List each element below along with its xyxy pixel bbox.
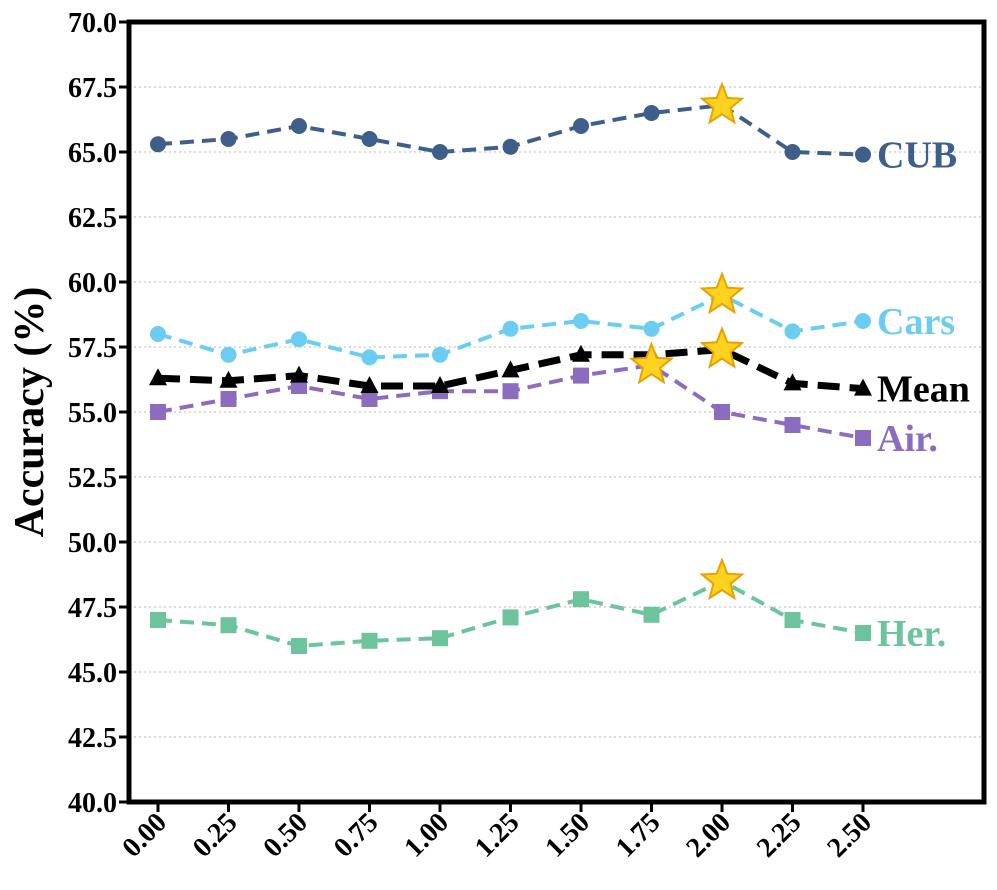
x-tick-label: 0.00	[116, 807, 173, 864]
best-star-mean	[699, 325, 745, 369]
data-point-mean	[501, 360, 520, 378]
data-point-her	[855, 625, 871, 641]
data-point-her	[361, 632, 378, 649]
y-tick-label: 52.5	[68, 463, 117, 494]
data-point-cars	[150, 326, 166, 342]
data-point-cub	[150, 136, 166, 153]
y-tick-label: 70.0	[68, 8, 117, 39]
data-point-cars	[573, 313, 589, 329]
y-tick-label: 42.5	[68, 723, 117, 754]
data-point-air	[150, 404, 166, 420]
data-point-cub	[784, 144, 801, 160]
x-tick-label: 2.50	[821, 807, 878, 864]
x-tick-label: 1.00	[398, 807, 455, 864]
data-point-air	[855, 430, 871, 446]
y-tick-label: 55.0	[68, 398, 117, 429]
y-axis-title: Accuracy (%)	[7, 287, 53, 538]
data-point-cub	[643, 105, 660, 121]
x-tick-label: 0.75	[328, 807, 385, 864]
y-tick-label: 65.0	[68, 138, 117, 169]
x-tick-label: 2.25	[751, 807, 808, 864]
best-star-air	[628, 341, 675, 385]
data-point-cars	[432, 346, 448, 363]
series-label-her: Her.	[877, 613, 946, 655]
data-point-her	[502, 609, 519, 626]
series-label-cub: CUB	[877, 135, 957, 177]
data-point-mean	[854, 378, 872, 396]
data-point-cub	[220, 131, 237, 147]
data-point-mean	[360, 376, 379, 393]
best-star-her	[699, 557, 745, 601]
x-tick-label: 1.50	[539, 807, 596, 864]
data-point-mean	[290, 365, 308, 383]
data-point-her	[220, 617, 237, 634]
data-point-cars	[784, 323, 801, 340]
data-point-cub	[432, 144, 448, 160]
data-point-her	[291, 638, 307, 654]
data-point-cub	[502, 138, 519, 155]
series-layer	[149, 103, 872, 654]
data-point-cars	[855, 313, 871, 329]
data-point-cub	[855, 146, 871, 163]
x-tick-layer: 0.00 0.25 0.50 0.75 1.00 1.25 1.50 1.75 2.00 2.25…	[116, 802, 878, 864]
y-tick-label: 45.0	[68, 658, 117, 689]
data-point-air	[573, 367, 589, 384]
series-label-cars: Cars	[877, 301, 955, 343]
best-star-cars	[699, 271, 745, 315]
data-point-her	[432, 630, 448, 647]
best-star-layer	[628, 81, 745, 601]
data-point-air	[714, 404, 730, 420]
data-point-mean	[149, 368, 167, 386]
data-point-mean	[572, 344, 590, 362]
data-point-air	[784, 417, 801, 433]
y-tick-layer: 40.0 42.5 45.0 47.5 50.0 52.5 55.0 57.5 60.0 62.5…	[68, 8, 129, 819]
data-point-cars	[220, 346, 237, 363]
y-tick-label: 40.0	[68, 788, 117, 819]
x-tick-label: 0.50	[257, 807, 314, 864]
y-tick-label: 57.5	[68, 333, 117, 364]
y-tick-label: 47.5	[68, 593, 117, 624]
series-label-layer: Her. Air. Cars CUB Mean	[877, 135, 970, 655]
y-tick-label: 50.0	[68, 528, 117, 559]
data-point-her	[573, 591, 589, 608]
data-point-cub	[361, 131, 378, 147]
y-tick-label: 60.0	[68, 268, 117, 299]
y-tick-label: 62.5	[68, 203, 117, 234]
best-star-cub	[699, 81, 745, 125]
data-point-air	[361, 391, 378, 407]
series-label-air: Air.	[877, 418, 938, 460]
y-tick-label: 67.5	[68, 73, 117, 104]
data-point-mean	[219, 370, 238, 388]
data-point-her	[643, 606, 660, 623]
data-point-cars	[643, 320, 660, 337]
data-point-her	[784, 612, 801, 628]
series-label-mean: Mean	[877, 369, 970, 411]
data-point-air	[502, 383, 519, 400]
data-point-mean	[783, 373, 802, 391]
data-point-cars	[502, 320, 519, 337]
x-tick-label: 2.00	[680, 807, 737, 864]
data-point-her	[150, 612, 166, 628]
data-point-cub	[291, 118, 307, 134]
data-point-cub	[573, 118, 589, 134]
data-point-cars	[291, 331, 307, 348]
data-point-cars	[361, 349, 378, 366]
x-tick-label: 1.25	[469, 807, 526, 864]
data-point-air	[220, 391, 237, 407]
data-point-mean	[431, 376, 449, 393]
x-tick-label: 1.75	[610, 807, 667, 864]
x-tick-label: 0.25	[187, 807, 244, 864]
